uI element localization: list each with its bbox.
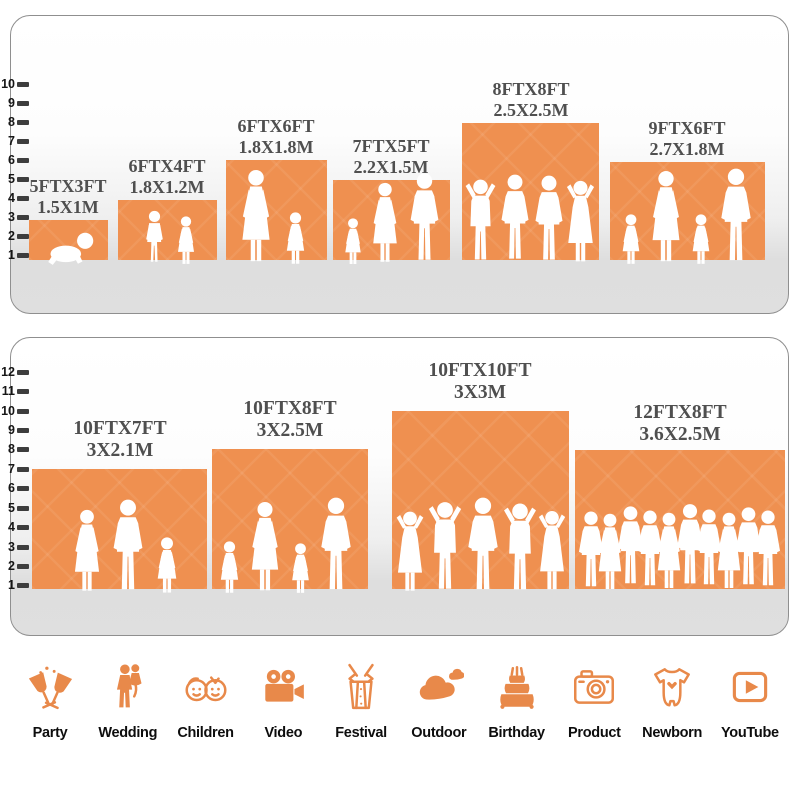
ruler-tick: 3 (0, 210, 29, 225)
ruler-tick: 10 (0, 77, 29, 92)
ruler-number: 3 (8, 210, 15, 224)
ruler-tick: 9 (0, 96, 29, 111)
ruler-number: 5 (8, 172, 15, 186)
category-wedding: Wedding (92, 662, 164, 741)
category-label: Outdoor (411, 725, 467, 741)
ruler-tick: 5 (0, 172, 29, 187)
gift-box-icon (336, 662, 386, 712)
wedding-couple-icon (103, 662, 153, 712)
ruler-number: 12 (1, 365, 15, 379)
children-faces-icon (181, 662, 231, 712)
ruler-number: 2 (8, 559, 15, 573)
category-label: Wedding (98, 725, 158, 741)
category-video: Video (247, 662, 319, 741)
backdrop-size-label: 9FTX6FT 2.7X1.8M (648, 118, 726, 159)
category-label: Video (264, 725, 303, 741)
ruler-number: 5 (8, 501, 15, 515)
ruler-number: 10 (1, 404, 15, 418)
backdrop-size-label: 10FTX7FT 3X2.1M (73, 418, 167, 461)
ruler-tick: 2 (0, 559, 29, 574)
backdrop-rect-12x8 (575, 450, 785, 589)
ruler-tick: 12 (0, 365, 29, 380)
backdrop-size-label: 6FTX4FT 1.8X1.2M (128, 156, 206, 197)
party-glasses-icon (25, 662, 75, 712)
baby-onesie-icon (647, 662, 697, 712)
backdrop-rect-5x3 (29, 220, 108, 260)
ruler-tick: 4 (0, 191, 29, 206)
category-label: Party (32, 725, 68, 741)
backdrop-size-label: 7FTX5FT 2.2X1.5M (352, 136, 430, 177)
ruler-tick: 8 (0, 115, 29, 130)
ruler-tick: 6 (0, 153, 29, 168)
ruler-number: 11 (1, 384, 15, 398)
category-label: Festival (335, 725, 387, 741)
ruler-tick: 3 (0, 540, 29, 555)
category-label: YouTube (721, 725, 779, 741)
category-newborn: Newborn (636, 662, 708, 741)
category-outdoor: Outdoor (403, 662, 475, 741)
category-label: Product (568, 725, 621, 741)
ruler-number: 6 (8, 481, 15, 495)
ruler-number: 4 (8, 520, 15, 534)
backdrop-size-label: 10FTX8FT 3X2.5M (243, 398, 337, 441)
ruler-number: 1 (8, 578, 15, 592)
category-product: Product (558, 662, 630, 741)
backdrop-size-label: 6FTX6FT 1.8X1.8M (237, 116, 315, 157)
backdrop-rect-9x6 (610, 162, 765, 260)
ruler-number: 9 (8, 96, 15, 110)
backdrop-rect-10x8 (212, 449, 368, 589)
category-birthday: Birthday (481, 662, 553, 741)
ruler-number: 7 (8, 462, 15, 476)
backdrop-size-label: 10FTX10FT 3X3M (428, 360, 532, 403)
ruler-number: 1 (8, 248, 15, 262)
ruler-tick: 10 (0, 404, 29, 419)
category-festival: Festival (325, 662, 397, 741)
backdrop-size-label: 8FTX8FT 2.5X2.5M (492, 79, 570, 120)
ruler-tick: 4 (0, 520, 29, 535)
ruler-number: 7 (8, 134, 15, 148)
backdrop-rect-6x6 (226, 160, 327, 260)
category-children: Children (170, 662, 242, 741)
backdrop-rect-7x5 (333, 180, 450, 260)
ruler-tick: 5 (0, 501, 29, 516)
ruler-number: 10 (1, 77, 15, 91)
ruler-number: 2 (8, 229, 15, 243)
ruler-tick: 1 (0, 578, 29, 593)
ruler-tick: 7 (0, 462, 29, 477)
photo-camera-icon (569, 662, 619, 712)
ruler-number: 4 (8, 191, 15, 205)
ruler-tick: 7 (0, 134, 29, 149)
backdrop-rect-10x10 (392, 411, 569, 589)
category-party: Party (14, 662, 86, 741)
backdrop-rect-8x8 (462, 123, 599, 260)
birthday-cake-icon (492, 662, 542, 712)
ruler-number: 9 (8, 423, 15, 437)
category-youtube: YouTube (714, 662, 786, 741)
youtube-play-icon (725, 662, 775, 712)
cloud-icon (414, 662, 465, 712)
backdrop-rect-10x7 (32, 469, 207, 589)
ruler-tick: 1 (0, 248, 29, 263)
ruler-tick: 11 (0, 384, 29, 399)
ruler-number: 8 (8, 442, 15, 456)
category-label: Children (177, 725, 234, 741)
ruler-tick: 2 (0, 229, 29, 244)
backdrop-size-label: 5FTX3FT 1.5X1M (29, 176, 107, 217)
ruler-number: 3 (8, 540, 15, 554)
video-camera-icon (258, 662, 308, 712)
backdrop-size-label: 12FTX8FT 3.6X2.5M (633, 402, 727, 445)
backdrop-rect-6x4 (118, 200, 217, 260)
ruler-number: 8 (8, 115, 15, 129)
ruler-tick: 9 (0, 423, 29, 438)
ruler-tick: 6 (0, 481, 29, 496)
ruler-tick: 8 (0, 442, 29, 457)
ruler-number: 6 (8, 153, 15, 167)
category-row: Party Wedding (14, 662, 786, 741)
category-label: Birthday (488, 725, 545, 741)
category-label: Newborn (642, 725, 703, 741)
